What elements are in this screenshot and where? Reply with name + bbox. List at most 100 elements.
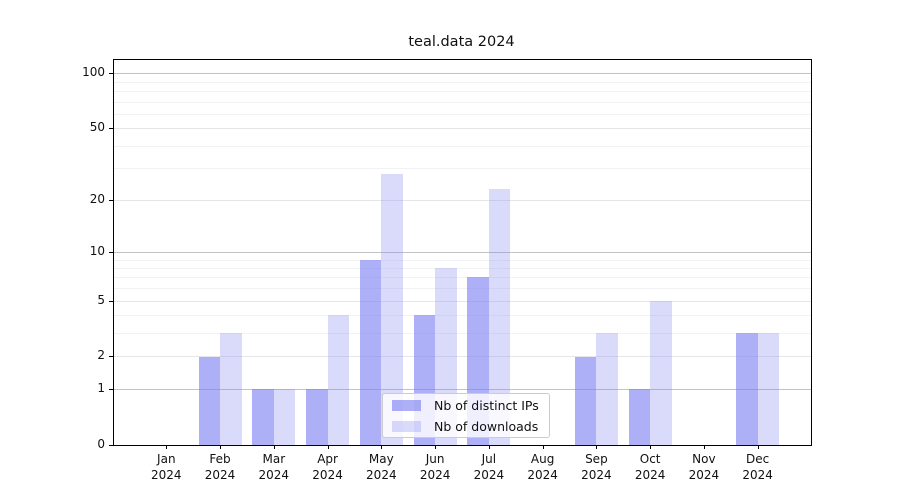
x-label-line: 2024 <box>204 467 236 482</box>
x-label-line: Nov <box>692 452 716 466</box>
y-label-0: 0 <box>97 437 105 451</box>
x-tick-Aug <box>542 445 544 449</box>
x-label-line: May <box>368 452 394 466</box>
x-label-line: 2024 <box>581 467 612 482</box>
x-label-Apr: Apr 2024 <box>300 452 356 483</box>
x-label-line: 2024 <box>151 467 182 482</box>
gridline-minor-90 <box>114 81 811 83</box>
gridline-50 <box>114 128 811 130</box>
x-label-line: Apr <box>317 452 338 466</box>
gridline-minor-7 <box>114 277 811 279</box>
x-label-line: 2024 <box>258 467 290 482</box>
x-tick-Nov <box>703 445 705 449</box>
gridline-20 <box>114 199 811 201</box>
x-label-line: Mar <box>262 452 286 466</box>
y-tick-5 <box>109 300 113 302</box>
x-label-line: 2024 <box>688 467 720 482</box>
legend-item-downloads: Nb of downloads <box>383 416 549 436</box>
x-label-May: May 2024 <box>353 452 409 483</box>
plot-area: Jan 2024 Feb 2024 Mar 2024 Apr 2024 May 2024 Jun 20… <box>82 59 812 482</box>
x-label-Sep: Sep 2024 <box>568 452 624 483</box>
bar-distinct-ips-May <box>359 259 382 445</box>
y-label-2: 2 <box>97 348 105 363</box>
x-label-Feb: Feb 2024 <box>192 452 248 483</box>
legend-label-downloads: Nb of downloads <box>434 418 539 434</box>
gridline-minor-8 <box>114 267 811 269</box>
x-label-line: Dec <box>746 452 770 466</box>
gridline-minor-60 <box>114 113 811 115</box>
gridline-minor-40 <box>114 145 811 147</box>
y-tick-100 <box>109 73 113 75</box>
y-tick-10 <box>109 251 113 253</box>
bar-distinct-ips-Dec <box>736 333 758 445</box>
x-label-line: Jan <box>157 452 176 466</box>
gridline-2 <box>114 356 811 358</box>
x-label-Dec: Dec 2024 <box>730 452 786 483</box>
bar-downloads-May <box>381 173 403 445</box>
x-label-Jul: Jul 2024 <box>461 452 517 483</box>
x-tick-Jul <box>488 445 490 449</box>
x-tick-Feb <box>220 445 222 449</box>
bar-distinct-ips-Apr <box>306 389 328 445</box>
bar-downloads-Apr <box>327 315 350 445</box>
x-tick-Oct <box>650 445 652 449</box>
chart-title: teal.data 2024 <box>408 34 515 50</box>
x-label-Jun: Jun 2024 <box>407 452 463 483</box>
gridline-10 <box>114 251 811 253</box>
legend-swatch-downloads <box>392 420 421 432</box>
gridline-5 <box>114 300 811 302</box>
x-label-line: 2024 <box>312 467 343 482</box>
gridline-minor-6 <box>114 288 811 290</box>
bar-distinct-ips-Sep <box>574 356 597 445</box>
x-label-line: Sep <box>585 452 608 466</box>
bar-downloads-Mar <box>273 389 296 445</box>
x-tick-Mar <box>273 445 275 449</box>
x-label-line: Aug <box>530 452 555 466</box>
y-tick-2 <box>109 356 113 358</box>
x-tick-May <box>381 445 383 449</box>
bar-downloads-Feb <box>220 333 242 445</box>
bar-downloads-Jul <box>488 188 511 445</box>
x-tick-Sep <box>596 445 598 449</box>
x-label-line: 2024 <box>527 467 558 482</box>
x-label-line: Jun <box>425 452 445 466</box>
x-label-Nov: Nov 2024 <box>676 452 732 483</box>
y-tick-1 <box>109 389 113 391</box>
gridline-1 <box>114 389 811 391</box>
x-label-line: 2024 <box>742 467 773 482</box>
x-label-Mar: Mar 2024 <box>246 452 302 483</box>
gridline-100 <box>114 73 811 75</box>
y-label-10: 10 <box>89 243 105 258</box>
x-label-Jan: Jan 2024 <box>138 452 194 483</box>
bar-downloads-Dec <box>757 333 780 445</box>
bar-downloads-Oct <box>650 300 672 445</box>
y-label-1: 1 <box>97 381 105 396</box>
x-label-line: Oct <box>639 452 661 466</box>
x-tick-Apr <box>327 445 329 449</box>
gridline-minor-70 <box>114 101 811 103</box>
x-label-line: 2024 <box>366 467 397 482</box>
x-tick-Jan <box>166 445 168 449</box>
bar-downloads-Sep <box>596 333 618 445</box>
x-tick-Dec <box>757 445 759 449</box>
gridline-minor-30 <box>114 168 811 170</box>
legend: Nb of distinct IPs Nb of downloads <box>382 393 550 438</box>
bar-distinct-ips-Feb <box>198 356 221 445</box>
bar-distinct-ips-Mar <box>252 389 274 445</box>
y-label-100: 100 <box>82 65 105 80</box>
y-tick-0 <box>109 445 113 446</box>
x-label-line: 2024 <box>473 467 505 482</box>
legend-swatch-distinct-ips <box>392 399 421 411</box>
y-tick-50 <box>109 128 113 130</box>
bar-distinct-ips-Oct <box>628 389 651 445</box>
x-label-line: Jul <box>481 452 497 466</box>
x-label-Aug: Aug 2024 <box>515 452 571 483</box>
x-tick-Jun <box>435 445 437 449</box>
y-label-50: 50 <box>89 120 105 135</box>
gridline-minor-3 <box>114 333 811 335</box>
x-label-line: 2024 <box>634 467 666 482</box>
legend-label-distinct-ips: Nb of distinct IPs <box>434 397 539 413</box>
x-label-Oct: Oct 2024 <box>622 452 678 483</box>
y-label-5: 5 <box>97 292 105 307</box>
